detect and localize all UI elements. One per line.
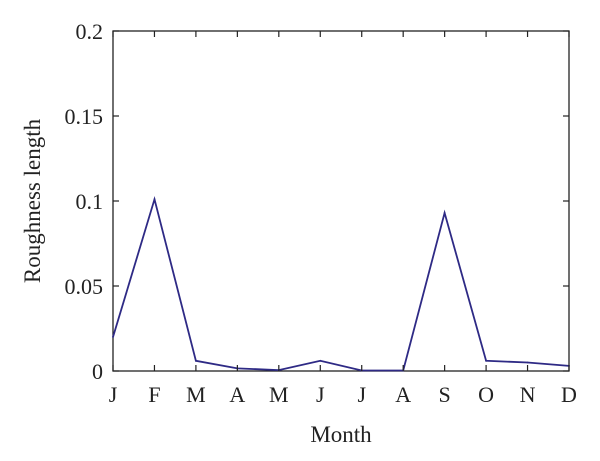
x-tick-label: N	[520, 382, 536, 407]
data-point	[319, 359, 322, 362]
y-axis: 0 0.05 0.1 0.15 0.2	[65, 19, 569, 384]
x-tick-label: S	[439, 382, 451, 407]
data-point	[153, 198, 156, 201]
x-tick-label: M	[186, 382, 206, 407]
y-tick-label: 0.2	[76, 19, 104, 44]
x-tick-label: F	[148, 382, 160, 407]
x-tick-label: D	[561, 382, 577, 407]
x-tick-label: J	[109, 382, 118, 407]
x-tick-label: J	[357, 382, 366, 407]
data-point	[195, 359, 197, 362]
data-point	[526, 361, 529, 364]
data-point	[112, 336, 114, 338]
x-tick-label: A	[395, 382, 411, 407]
plot-frame	[112, 30, 570, 372]
data-point	[443, 212, 446, 214]
series-line-0	[112, 195, 570, 372]
y-tick-label: 0.05	[65, 274, 104, 299]
y-tick-label: 0	[92, 359, 103, 384]
y-axis-title: Roughness length	[20, 118, 45, 283]
x-axis-title: Month	[310, 422, 372, 447]
data-point	[485, 359, 487, 362]
plot-area	[112, 30, 570, 372]
x-tick-label: J	[316, 382, 325, 407]
x-tick-label: M	[269, 382, 289, 407]
y-tick-label: 0.15	[65, 104, 104, 129]
y-tick-label: 0.1	[76, 189, 104, 214]
x-tick-label: A	[229, 382, 245, 407]
x-tick-label: O	[478, 382, 494, 407]
